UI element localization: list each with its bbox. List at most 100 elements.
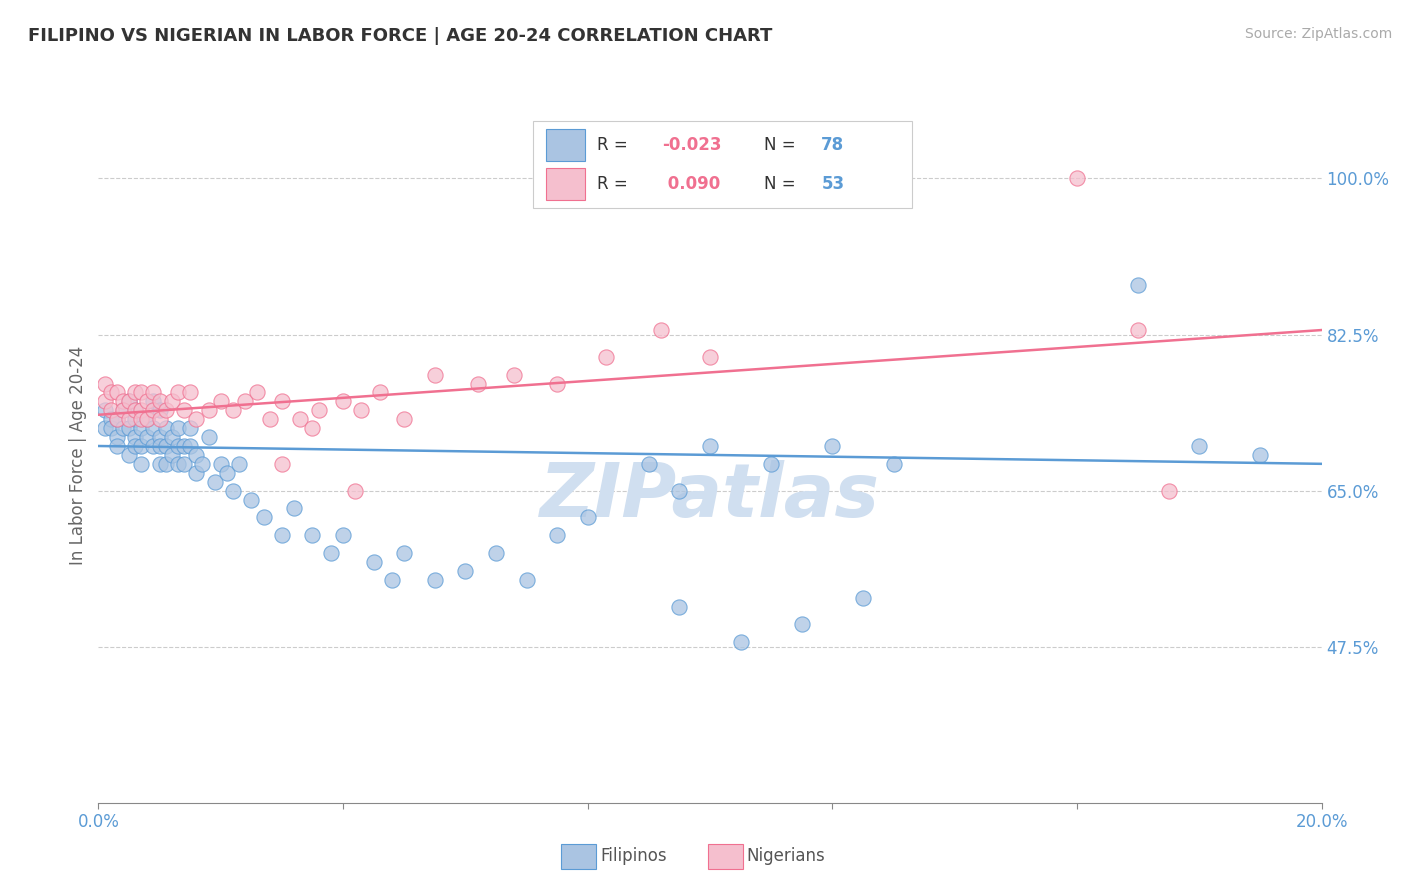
FancyBboxPatch shape bbox=[546, 168, 585, 200]
Point bbox=[1066, 171, 1088, 186]
Point bbox=[167, 421, 190, 435]
Point bbox=[283, 501, 305, 516]
Point bbox=[1128, 323, 1150, 337]
Point bbox=[576, 510, 599, 524]
Point bbox=[118, 394, 141, 409]
Point bbox=[142, 403, 165, 417]
Point bbox=[546, 376, 568, 391]
Point bbox=[100, 412, 122, 426]
Point bbox=[93, 421, 115, 435]
Point bbox=[142, 421, 165, 435]
Point bbox=[1128, 278, 1150, 293]
Point bbox=[111, 403, 134, 417]
Point bbox=[167, 457, 190, 471]
Point bbox=[454, 564, 477, 578]
Text: R =: R = bbox=[598, 175, 634, 193]
Point bbox=[129, 412, 152, 426]
Point bbox=[93, 376, 115, 391]
Point bbox=[209, 457, 232, 471]
Point bbox=[111, 403, 134, 417]
Point bbox=[546, 528, 568, 542]
Text: 53: 53 bbox=[821, 175, 845, 193]
Point bbox=[124, 430, 146, 444]
Point bbox=[173, 439, 195, 453]
Point bbox=[246, 385, 269, 400]
Text: Filipinos: Filipinos bbox=[600, 847, 666, 865]
Y-axis label: In Labor Force | Age 20-24: In Labor Force | Age 20-24 bbox=[69, 345, 87, 565]
Point bbox=[179, 421, 201, 435]
Point bbox=[228, 457, 250, 471]
Point bbox=[118, 421, 141, 435]
Point bbox=[301, 528, 323, 542]
Point bbox=[124, 403, 146, 417]
Point bbox=[332, 528, 354, 542]
Point bbox=[118, 448, 141, 462]
Point bbox=[1188, 439, 1211, 453]
Point bbox=[650, 323, 672, 337]
Point bbox=[167, 385, 190, 400]
Point bbox=[423, 368, 446, 382]
Point bbox=[129, 439, 152, 453]
Point bbox=[129, 457, 152, 471]
Point bbox=[149, 412, 172, 426]
Text: N =: N = bbox=[763, 175, 801, 193]
Point bbox=[516, 573, 538, 587]
Point bbox=[149, 439, 172, 453]
Point bbox=[381, 573, 404, 587]
Point bbox=[142, 385, 165, 400]
Point bbox=[252, 510, 274, 524]
Point bbox=[179, 439, 201, 453]
Point bbox=[301, 421, 323, 435]
Point bbox=[100, 385, 122, 400]
Point bbox=[160, 394, 183, 409]
Point bbox=[111, 421, 134, 435]
Point bbox=[668, 599, 690, 614]
Point bbox=[344, 483, 367, 498]
Point bbox=[209, 394, 232, 409]
Point bbox=[852, 591, 875, 605]
Point bbox=[149, 457, 172, 471]
Point bbox=[129, 421, 152, 435]
Point bbox=[160, 448, 183, 462]
Point bbox=[124, 412, 146, 426]
Point bbox=[105, 430, 128, 444]
Point bbox=[730, 635, 752, 649]
Point bbox=[173, 403, 195, 417]
Point bbox=[319, 546, 342, 560]
Point bbox=[93, 403, 115, 417]
FancyBboxPatch shape bbox=[561, 844, 596, 869]
Point bbox=[290, 412, 312, 426]
Text: R =: R = bbox=[598, 136, 634, 154]
Point bbox=[179, 385, 201, 400]
Point bbox=[100, 403, 122, 417]
Point bbox=[197, 403, 219, 417]
Point bbox=[93, 394, 115, 409]
Point bbox=[699, 350, 721, 364]
Text: N =: N = bbox=[763, 136, 801, 154]
Point bbox=[124, 439, 146, 453]
Point bbox=[124, 403, 146, 417]
Point bbox=[233, 394, 256, 409]
Point bbox=[155, 403, 177, 417]
Point bbox=[167, 439, 190, 453]
Point bbox=[368, 385, 391, 400]
Point bbox=[129, 385, 152, 400]
Point bbox=[197, 430, 219, 444]
Point bbox=[136, 430, 159, 444]
Point bbox=[308, 403, 330, 417]
Point bbox=[155, 439, 177, 453]
Point bbox=[186, 448, 208, 462]
Point bbox=[136, 412, 159, 426]
Point bbox=[240, 492, 263, 507]
Point bbox=[149, 394, 172, 409]
Point bbox=[467, 376, 489, 391]
Point bbox=[105, 412, 128, 426]
FancyBboxPatch shape bbox=[546, 129, 585, 161]
Text: ZIPatlas: ZIPatlas bbox=[540, 460, 880, 533]
Point bbox=[259, 412, 281, 426]
Point bbox=[204, 475, 226, 489]
Point bbox=[100, 421, 122, 435]
Point bbox=[699, 439, 721, 453]
Point bbox=[270, 457, 292, 471]
Point bbox=[270, 528, 292, 542]
